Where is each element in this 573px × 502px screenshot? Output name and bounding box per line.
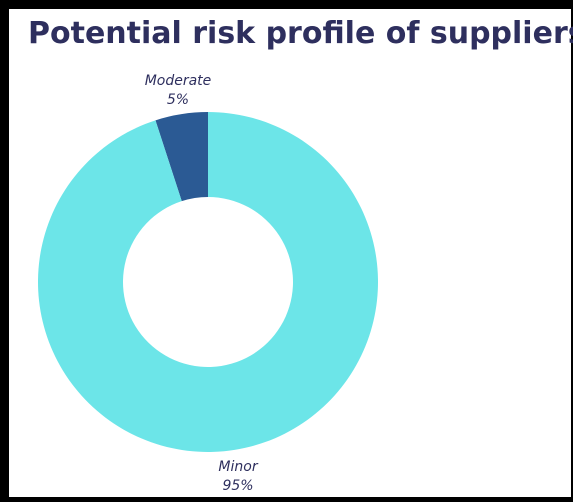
slice-moderate (155, 112, 208, 202)
chart-title: Potential risk profile of suppliers (28, 16, 573, 51)
slice-label-minor: Minor (218, 459, 258, 475)
slice-value-moderate: 5% (167, 92, 189, 108)
slice-value-minor: 95% (222, 478, 253, 494)
slice-label-moderate: Moderate (145, 73, 212, 89)
donut-slices (38, 112, 379, 452)
slice-minor (38, 112, 379, 452)
donut-labels: Moderate 5% Minor 95% (145, 73, 259, 494)
